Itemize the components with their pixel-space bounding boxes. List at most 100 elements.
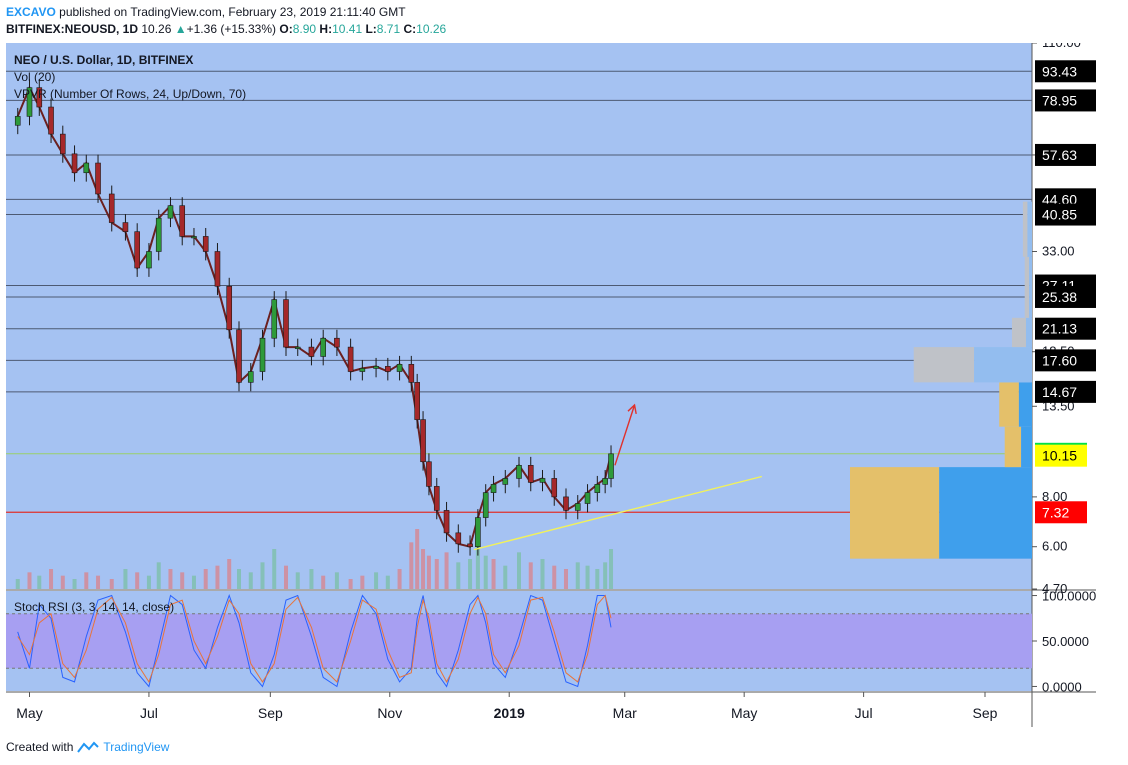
price-label-box	[1035, 501, 1087, 524]
close-value: 10.26	[416, 22, 447, 36]
footer: Created with TradingView	[6, 740, 169, 754]
volume-bar	[334, 572, 339, 589]
volume-bar	[517, 552, 521, 589]
candle-body	[502, 478, 509, 485]
price-label-text: 93.43	[1042, 63, 1077, 79]
candle-body	[433, 486, 440, 511]
volume-bar	[563, 569, 568, 589]
volume-bar	[191, 575, 196, 589]
candle-body	[48, 106, 54, 135]
candle-body	[475, 517, 481, 548]
volume-profile	[850, 201, 1032, 559]
price-label-text: 10.15	[1042, 448, 1077, 464]
vp-up-bar	[850, 467, 940, 559]
candle-body	[202, 236, 209, 252]
volume-bar	[27, 572, 32, 589]
volume-bar	[237, 569, 242, 589]
candle-body	[455, 532, 462, 545]
candle-body	[408, 364, 415, 383]
candle-body	[155, 217, 162, 252]
volume-bar	[552, 565, 557, 589]
candle-body	[146, 251, 152, 269]
candle-body	[527, 465, 534, 483]
candle-body	[308, 346, 315, 357]
horizontal-levels	[6, 70, 1032, 513]
x-tick-label: Nov	[377, 705, 402, 721]
stoch-k-line	[17, 594, 612, 688]
volume-bar	[528, 562, 533, 589]
volume-bar	[37, 575, 42, 589]
candle-body	[320, 337, 326, 357]
volume-bar	[146, 575, 151, 589]
x-tick-label: Mar	[613, 705, 637, 721]
volume-bar	[609, 549, 614, 589]
annotations[interactable]	[473, 403, 762, 551]
candle-body	[122, 222, 129, 232]
candle-body	[236, 329, 242, 383]
candle-body	[95, 162, 101, 195]
candle-body	[551, 478, 558, 498]
candle-body	[83, 162, 90, 174]
candle-body	[385, 366, 391, 372]
price-change: +1.36 (+15.33%)	[186, 22, 277, 36]
candle-body	[539, 478, 546, 483]
up-arrow-icon: ▲	[174, 22, 187, 36]
low-label: L:	[365, 22, 377, 36]
volume-bar	[456, 562, 461, 589]
volume-bar	[109, 579, 114, 589]
candle-body	[134, 231, 140, 269]
candle-body	[359, 368, 366, 372]
volume-bar	[283, 565, 288, 589]
candle-body	[247, 371, 254, 383]
y-tick-label: 33.00	[1042, 243, 1075, 258]
price-label-box	[1035, 203, 1096, 226]
vp-down-bar	[1021, 426, 1032, 468]
vp-down-bar	[1018, 382, 1032, 427]
time-axis[interactable]: May Jul Sep Nov 2019 Mar May Jul Sep	[16, 692, 998, 721]
high-value: 10.41	[332, 22, 363, 36]
low-value: 8.71	[376, 22, 401, 36]
volume-bar	[491, 559, 496, 589]
price-label-text: 21.13	[1042, 321, 1077, 337]
last-price: 10.26	[141, 22, 172, 36]
x-tick-label: Sep	[973, 705, 998, 721]
volume-bar	[180, 572, 185, 589]
y-tick-label: 110.00	[1042, 43, 1081, 50]
tradingview-brand[interactable]: TradingView	[103, 740, 170, 754]
stoch-tick-label: 50.0000	[1042, 634, 1089, 649]
volume-bar	[415, 529, 420, 589]
x-tick-label: Sep	[258, 705, 283, 721]
candle-body	[467, 543, 473, 548]
candle-body	[214, 251, 221, 287]
vp-down-bar	[1027, 201, 1032, 257]
candle-body	[259, 337, 266, 372]
x-tick-label: Jul	[855, 705, 873, 721]
volume-bar	[72, 579, 77, 589]
published-text: published on TradingView.com, February 2…	[59, 5, 406, 19]
volume-bar	[374, 572, 379, 589]
volume-bar	[468, 559, 473, 589]
volume-bar	[96, 575, 101, 589]
price-label-text: 25.38	[1042, 289, 1077, 305]
candle-body	[414, 382, 420, 420]
stoch-axis: 100.0000 50.0000 0.0000	[1032, 589, 1096, 694]
candle-body	[426, 461, 432, 487]
candle-body	[71, 153, 78, 174]
created-with-text: Created with	[6, 740, 74, 754]
author-name[interactable]: EXCAVO	[6, 5, 56, 19]
price-label-box	[1035, 285, 1096, 308]
volume-bar	[595, 569, 600, 589]
candle-body	[191, 236, 197, 239]
volume-bar	[503, 565, 508, 589]
chart-frame[interactable]: 110.0033.0018.5013.508.006.004.70 93.437…	[6, 43, 1096, 727]
volume-bar	[84, 572, 89, 589]
price-label-box	[1035, 143, 1096, 166]
candle-body	[516, 465, 522, 479]
forecast-arrow[interactable]	[614, 404, 636, 466]
publish-line: EXCAVO published on TradingView.com, Feb…	[6, 5, 406, 19]
stoch-tick-label: 100.0000	[1042, 589, 1096, 604]
candle-body	[482, 492, 489, 518]
volume-bar	[123, 569, 128, 589]
candle-body	[490, 484, 497, 493]
trend-line[interactable]	[473, 475, 762, 551]
